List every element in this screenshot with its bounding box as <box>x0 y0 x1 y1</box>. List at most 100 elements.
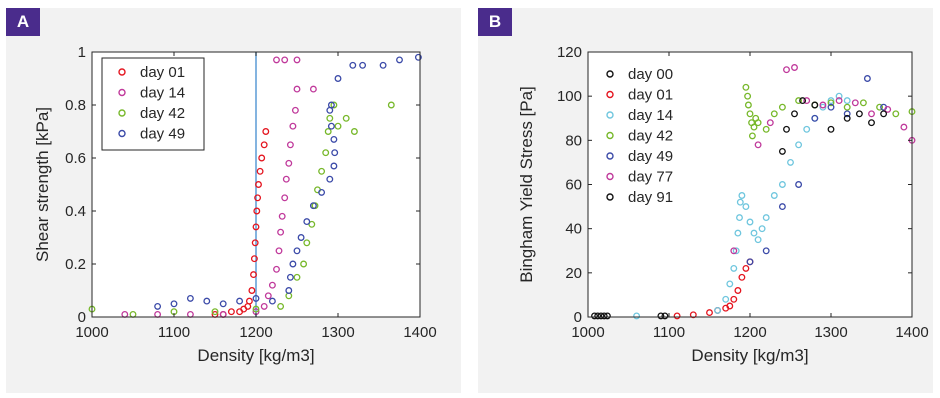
data-point-3-28 <box>414 53 422 61</box>
y-tick-label: 80 <box>565 132 582 149</box>
data-point-3-11 <box>778 103 786 111</box>
data-point-1-7 <box>734 287 742 294</box>
data-point-0-15 <box>256 167 264 175</box>
data-point-5-7 <box>835 97 843 105</box>
data-point-6-2 <box>791 110 798 118</box>
data-point-3-14 <box>827 99 835 107</box>
x-tick-label: 1200 <box>733 324 766 341</box>
data-point-5-1 <box>754 141 762 149</box>
data-point-4-4 <box>811 114 819 122</box>
y-tick-label: 0.6 <box>65 150 86 167</box>
data-point-1-9 <box>275 247 283 255</box>
panel-b: B 1000 1100 1200 1300 1400 0 20 40 60 80 100 120 Den… <box>478 8 933 393</box>
data-point-0-17 <box>260 141 268 149</box>
y-tick-label: 20 <box>565 265 582 282</box>
data-point-1-15 <box>286 141 294 149</box>
data-point-5-8 <box>851 99 859 107</box>
data-point-2-20 <box>350 128 358 135</box>
data-point-0-0 <box>591 312 598 320</box>
data-point-3-16 <box>326 175 334 183</box>
data-point-2-5 <box>732 247 740 255</box>
data-point-2-2 <box>722 295 730 303</box>
data-point-2-12 <box>750 229 758 237</box>
legend-marker <box>606 111 614 119</box>
data-point-0-5 <box>657 312 665 320</box>
legend-entry: day 14 <box>140 85 185 102</box>
data-point-2-20 <box>803 125 811 133</box>
y-tick-label: 0.8 <box>65 97 86 114</box>
x-tick-label: 1100 <box>653 324 685 341</box>
data-point-1-11 <box>278 212 286 220</box>
data-point-0-2 <box>227 308 235 316</box>
x-tick-label: 1400 <box>403 324 436 341</box>
legend-entry: day 42 <box>140 105 185 122</box>
data-point-2-10 <box>308 220 316 228</box>
data-point-1-19 <box>273 56 280 64</box>
data-point-3-14 <box>309 202 317 210</box>
legend-marker <box>606 90 614 99</box>
x-tick-label: 1000 <box>571 324 604 341</box>
data-point-3-27 <box>396 56 403 64</box>
data-point-2-11 <box>746 218 754 226</box>
data-point-2-8 <box>300 260 308 268</box>
data-point-2-18 <box>787 158 794 166</box>
data-point-3-7 <box>268 297 276 305</box>
data-point-1-21 <box>309 85 317 93</box>
x-tick-label: 1400 <box>895 324 928 341</box>
data-point-3-19 <box>330 135 338 143</box>
data-point-1-5 <box>260 302 268 310</box>
x-tick-label: 1200 <box>239 324 272 341</box>
y-axis-label: Shear strength [kPa] <box>33 107 52 262</box>
legend-marker <box>606 70 614 78</box>
data-point-1-13 <box>282 175 290 183</box>
data-point-2-21 <box>387 101 395 109</box>
data-point-1-0 <box>673 312 681 320</box>
data-point-3-0 <box>742 83 750 91</box>
data-point-0-16 <box>258 154 266 162</box>
legend-marker <box>606 152 614 160</box>
x-tick-label: 1300 <box>321 324 354 341</box>
data-point-0-2 <box>597 312 605 320</box>
data-point-1-16 <box>289 122 297 130</box>
data-point-6-0 <box>778 147 786 155</box>
data-point-0-1 <box>594 312 602 320</box>
data-point-1-12 <box>281 194 289 202</box>
y-tick-label: 1 <box>78 44 86 61</box>
data-point-2-9 <box>303 239 311 247</box>
y-tick-label: 0 <box>574 309 582 326</box>
data-point-5-11 <box>900 123 908 131</box>
data-point-2-0 <box>633 312 641 320</box>
legend-marker <box>606 131 614 140</box>
data-point-0-18 <box>262 128 270 135</box>
data-point-2-17 <box>330 101 338 109</box>
legend-entry: day 42 <box>628 128 673 145</box>
data-point-3-4 <box>219 300 227 308</box>
data-point-3-26 <box>379 61 387 69</box>
chart-a: 1000 1100 1200 1300 1400 0 0.2 0.4 0.6 0.8 1 Densit… <box>33 44 437 365</box>
legend-entry: day 77 <box>628 169 673 186</box>
data-point-3-8 <box>754 119 762 127</box>
data-point-3-6 <box>252 294 260 302</box>
data-point-5-6 <box>819 101 827 109</box>
data-point-0-10 <box>251 239 259 247</box>
panel-b-label: B <box>478 8 512 36</box>
data-point-2-10 <box>742 203 750 211</box>
data-point-3-10 <box>289 260 297 268</box>
x-axis-label: Density [kg/m3] <box>197 346 314 365</box>
data-point-2-5 <box>277 302 285 310</box>
legend-entry: day 14 <box>628 107 673 124</box>
data-point-1-18 <box>293 85 301 93</box>
data-point-2-17 <box>778 181 786 188</box>
data-point-1-6 <box>730 295 738 303</box>
data-point-2-3 <box>726 280 734 288</box>
panel-a-label: A <box>6 8 40 36</box>
data-point-3-25 <box>359 61 367 69</box>
data-point-3-2 <box>186 294 194 302</box>
data-point-2-14 <box>322 149 330 157</box>
data-point-3-1 <box>744 92 752 100</box>
y-tick-label: 0.4 <box>65 203 86 220</box>
data-point-0-6 <box>661 312 669 320</box>
data-point-3-3 <box>203 297 211 305</box>
data-point-2-4 <box>730 264 738 272</box>
x-tick-label: 1100 <box>158 324 190 341</box>
